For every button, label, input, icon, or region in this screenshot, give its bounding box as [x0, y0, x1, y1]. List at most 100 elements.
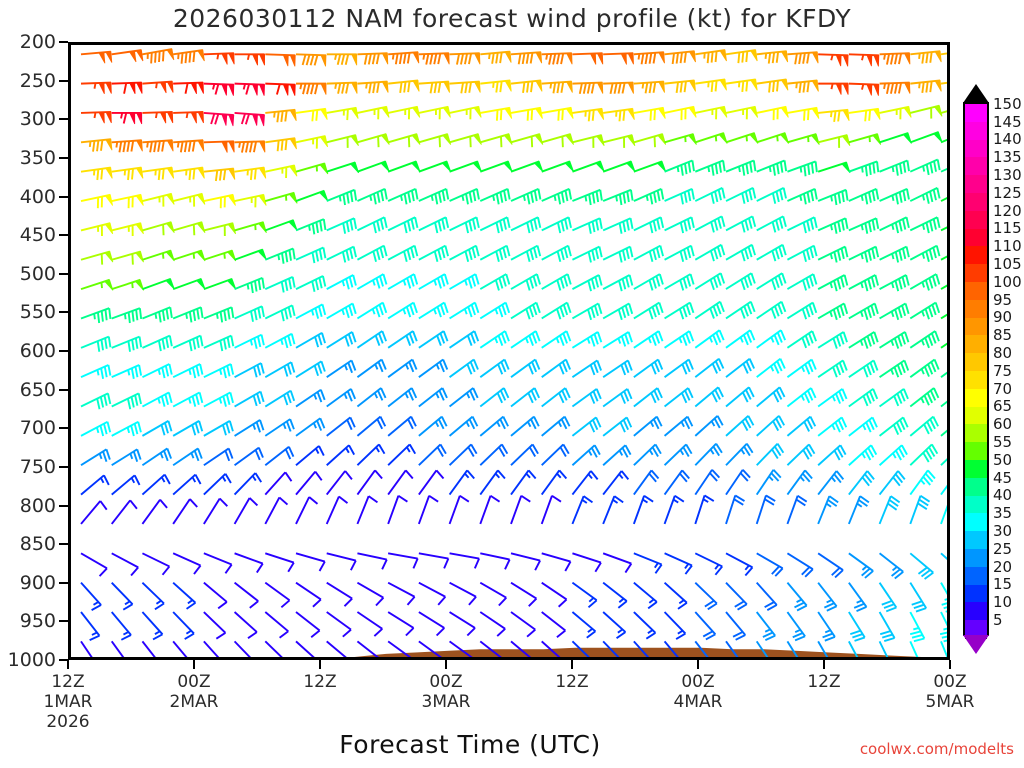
- wind-barb: [265, 137, 297, 152]
- wind-barb: [909, 301, 941, 320]
- wind-barb: [663, 581, 688, 610]
- wind-barb: [664, 216, 695, 234]
- wind-barb: [172, 552, 202, 575]
- wind-barb: [848, 302, 879, 321]
- wind-barb: [909, 187, 941, 204]
- wind-barb: [479, 187, 511, 205]
- wind-barb: [663, 387, 694, 408]
- wind-barb: [479, 581, 507, 607]
- colorbar-segment: [965, 246, 987, 266]
- wind-barb: [786, 494, 808, 525]
- wind-barb: [663, 415, 694, 437]
- wind-barb: [725, 386, 755, 408]
- wind-barb: [909, 273, 941, 291]
- wind-barb: [909, 552, 934, 580]
- x-axis-tick-mark: [949, 660, 951, 669]
- wind-barb: [80, 50, 113, 64]
- colorbar-segment: [965, 121, 987, 141]
- wind-barb: [172, 611, 195, 640]
- wind-barb: [479, 330, 510, 349]
- wind-barb: [295, 417, 326, 437]
- y-axis-tick-label: 800: [19, 494, 56, 517]
- wind-barb: [602, 302, 634, 321]
- wind-barb: [141, 447, 172, 467]
- wind-barb: [233, 611, 258, 640]
- wind-barb: [633, 301, 664, 320]
- colorbar-tick-label: 10: [993, 593, 1013, 612]
- wind-barb: [173, 81, 204, 94]
- wind-barb: [878, 495, 901, 525]
- wind-barb: [203, 277, 237, 291]
- wind-barb: [80, 420, 112, 437]
- wind-barb: [326, 552, 357, 571]
- wind-barb: [357, 133, 390, 148]
- wind-barb: [111, 392, 142, 410]
- wind-barb: [633, 80, 665, 94]
- colorbar-segment: [965, 104, 987, 123]
- wind-barb: [787, 160, 818, 177]
- wind-barb: [448, 494, 470, 525]
- wind-barb: [940, 284, 947, 290]
- wind-barb: [295, 246, 327, 264]
- wind-barb: [172, 363, 204, 379]
- wind-barb: [571, 359, 602, 378]
- wind-barb: [817, 582, 838, 612]
- wind-barb: [848, 416, 878, 437]
- wind-barb: [572, 188, 603, 206]
- wind-barb: [817, 470, 845, 496]
- wind-barb: [633, 387, 663, 408]
- wind-barb: [571, 416, 602, 437]
- wind-barb: [80, 222, 114, 237]
- colorbar-tick-label: 65: [993, 397, 1013, 416]
- wind-barb: [541, 106, 574, 121]
- wind-speed-colorbar: 150 145 140 135 130 125 120 115 110 105 100 95 90 85 8…: [963, 84, 1022, 654]
- wind-barb: [388, 79, 420, 94]
- wind-barb: [787, 51, 819, 65]
- wind-barb: [940, 255, 947, 261]
- wind-barb: [541, 133, 574, 148]
- wind-barb: [418, 358, 449, 378]
- wind-barb: [264, 552, 295, 573]
- wind-barb: [510, 552, 541, 571]
- wind-barb: [510, 358, 541, 378]
- wind-barb: [387, 273, 419, 290]
- wind-barb: [295, 552, 326, 572]
- y-axis-tick-mark: [59, 504, 68, 507]
- wind-barb: [80, 474, 110, 496]
- wind-barb: [632, 494, 654, 525]
- y-axis-tick-mark: [59, 41, 68, 43]
- wind-barb: [786, 301, 818, 320]
- wind-barb: [111, 335, 143, 352]
- wind-barb: [356, 244, 388, 262]
- wind-barb: [879, 388, 909, 408]
- wind-barb: [357, 160, 390, 173]
- wind-barb: [725, 49, 758, 64]
- wind-barb: [356, 387, 387, 408]
- wind-barb: [356, 301, 388, 320]
- wind-barb: [940, 81, 947, 85]
- wind-barb: [326, 444, 356, 466]
- y-axis: 200 250 300 350 400 450 500 550 600 650 700 750 800 8…: [0, 31, 68, 671]
- colorbar-segment: [965, 335, 987, 355]
- wind-barb: [418, 415, 448, 437]
- wind-barb: [80, 500, 108, 525]
- wind-barb: [848, 582, 868, 612]
- wind-barb: [541, 52, 573, 65]
- colorbar-tick-label: 150: [993, 94, 1022, 113]
- wind-barb: [541, 358, 572, 378]
- wind-barb: [756, 386, 786, 408]
- wind-barb: [80, 611, 101, 642]
- wind-barb: [295, 445, 325, 466]
- wind-barb: [234, 82, 265, 96]
- wind-barb: [479, 358, 510, 378]
- wind-barb: [633, 469, 660, 496]
- wind-barb: [571, 274, 603, 292]
- wind-barb: [633, 415, 663, 437]
- wind-barb: [572, 107, 605, 122]
- wind-barb: [234, 305, 265, 322]
- wind-barb: [142, 48, 175, 64]
- wind-barb: [233, 640, 251, 657]
- wind-barb: [172, 391, 204, 408]
- x-axis-title: Forecast Time (UTC): [339, 730, 601, 759]
- y-axis-tick-label: 850: [19, 533, 56, 556]
